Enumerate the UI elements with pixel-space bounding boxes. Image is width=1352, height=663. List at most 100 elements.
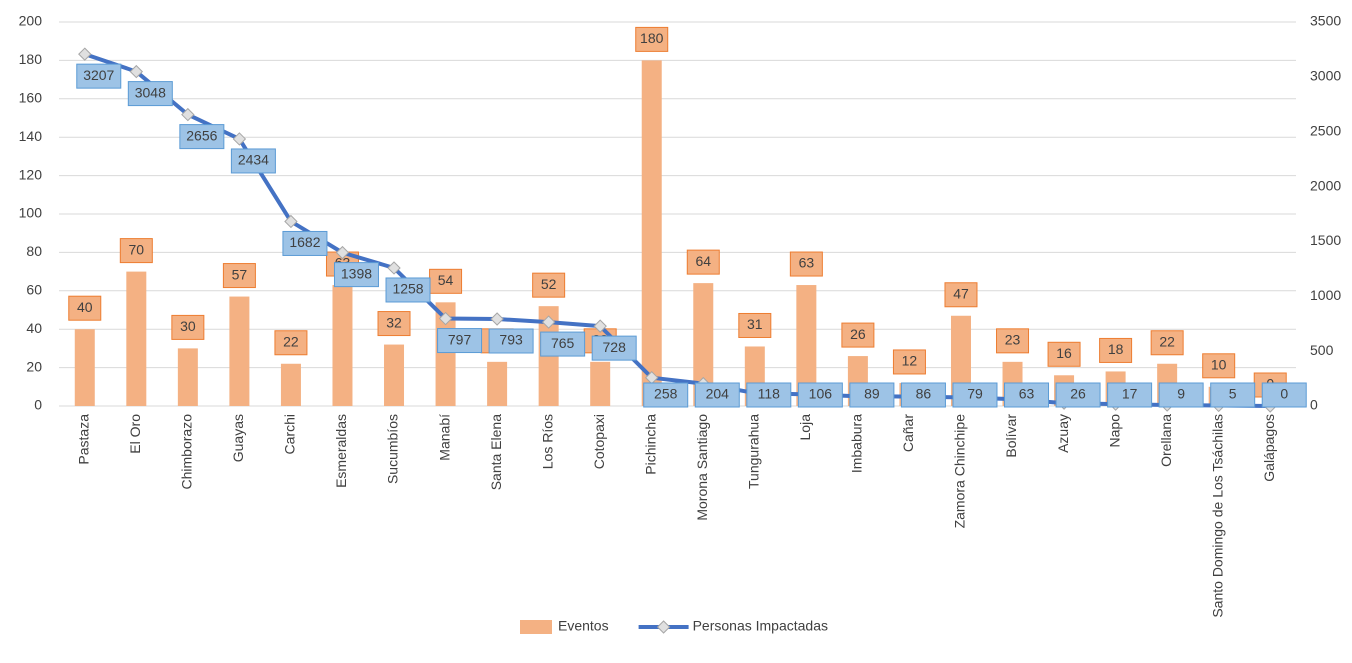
value-label: 16 [1056,345,1072,361]
value-label: 47 [953,285,969,301]
value-label: 70 [129,241,145,257]
y-tick-label: 40 [26,320,42,336]
value-label: 40 [77,299,93,315]
y-tick-label: 160 [19,90,43,106]
bar [642,60,662,406]
value-label: 22 [283,333,299,349]
value-label: 797 [448,331,472,347]
x-tick-label: Galápagos [1261,414,1277,482]
value-label: 1682 [289,234,320,250]
y-tick-label: 0 [34,397,42,413]
y-tick-label: 140 [19,128,43,144]
value-label: 12 [902,353,918,369]
legend-swatch [520,620,552,634]
legend-marker [658,621,670,633]
x-tick-label: Pichincha [642,414,658,475]
value-label: 765 [551,335,575,351]
bar [384,345,404,406]
y-tick-label: 60 [26,282,42,298]
bar [332,285,352,406]
x-tick-label: Chimborazo [179,414,195,490]
bar [487,362,507,406]
value-label: 57 [232,266,248,282]
legend-label: Personas Impactadas [693,618,828,634]
marker [79,48,91,60]
y2-tick-label: 500 [1310,342,1334,358]
value-label: 26 [850,326,866,342]
x-tick-label: Orellana [1158,414,1174,467]
y-tick-label: 80 [26,243,42,259]
x-tick-label: Guayas [230,414,246,462]
y2-tick-label: 2500 [1310,122,1341,138]
value-label: 86 [916,386,932,402]
x-tick-label: Loja [797,414,813,441]
value-label: 17 [1122,386,1138,402]
y2-tick-label: 3000 [1310,68,1341,84]
value-label: 258 [654,386,678,402]
y2-tick-label: 1000 [1310,287,1341,303]
bar [281,364,301,406]
x-tick-label: Tungurahua [746,414,762,489]
x-tick-label: Zamora Chinchipe [952,414,968,529]
bar [229,297,249,406]
value-label: 31 [747,316,763,332]
bar [178,348,198,406]
value-label: 79 [967,386,983,402]
x-tick-label: Azuay [1055,414,1071,453]
value-label: 106 [809,386,833,402]
value-label: 3207 [83,67,114,83]
value-label: 1258 [392,281,423,297]
x-tick-label: Esmeraldas [333,414,349,488]
y-tick-label: 180 [19,51,43,67]
value-label: 22 [1159,333,1175,349]
x-tick-label: Bolívar [1003,414,1019,458]
x-tick-label: Pastaza [75,414,91,465]
value-label: 32 [386,314,402,330]
value-label: 64 [695,253,711,269]
x-tick-label: Imbabura [849,414,865,473]
y2-tick-label: 1500 [1310,232,1341,248]
value-label: 2434 [238,152,269,168]
x-tick-label: Napo [1106,414,1122,448]
x-tick-label: Cañar [900,414,916,452]
y-tick-label: 120 [19,166,43,182]
value-label: 793 [499,332,523,348]
value-label: 1398 [341,265,372,281]
x-tick-label: Los Ríos [539,414,555,469]
x-tick-label: Cotopaxi [591,414,607,469]
marker [491,313,503,325]
line [85,54,1270,406]
value-label: 728 [603,339,627,355]
value-label: 63 [1019,386,1035,402]
x-tick-label: Manabí [436,414,452,461]
x-tick-label: Santo Domingo de Los Tsáchilas [1209,414,1225,618]
x-tick-label: Carchi [282,414,298,454]
bar [590,362,610,406]
legend-label: Eventos [558,618,609,634]
value-label: 10 [1211,357,1227,373]
value-label: 0 [1280,386,1288,402]
y-tick-label: 200 [19,13,43,29]
value-label: 204 [706,386,730,402]
y2-tick-label: 0 [1310,397,1318,413]
value-label: 23 [1005,332,1021,348]
value-label: 5 [1229,386,1237,402]
y2-tick-label: 2000 [1310,177,1341,193]
value-label: 9 [1177,386,1185,402]
value-label: 52 [541,276,557,292]
value-label: 26 [1070,386,1086,402]
value-label: 2656 [186,127,217,143]
y2-tick-label: 3500 [1310,13,1341,29]
value-label: 3048 [135,84,166,100]
value-label: 180 [640,30,664,46]
x-tick-label: Sucumbíos [385,414,401,484]
bar [126,272,146,406]
x-tick-label: El Oro [127,414,143,454]
x-tick-label: Santa Elena [488,414,504,490]
chart: 0204060801001201401601802000500100015002… [0,0,1352,658]
value-label: 18 [1108,341,1124,357]
value-label: 30 [180,318,196,334]
bar [75,329,95,406]
value-label: 118 [758,386,781,402]
value-label: 54 [438,272,454,288]
